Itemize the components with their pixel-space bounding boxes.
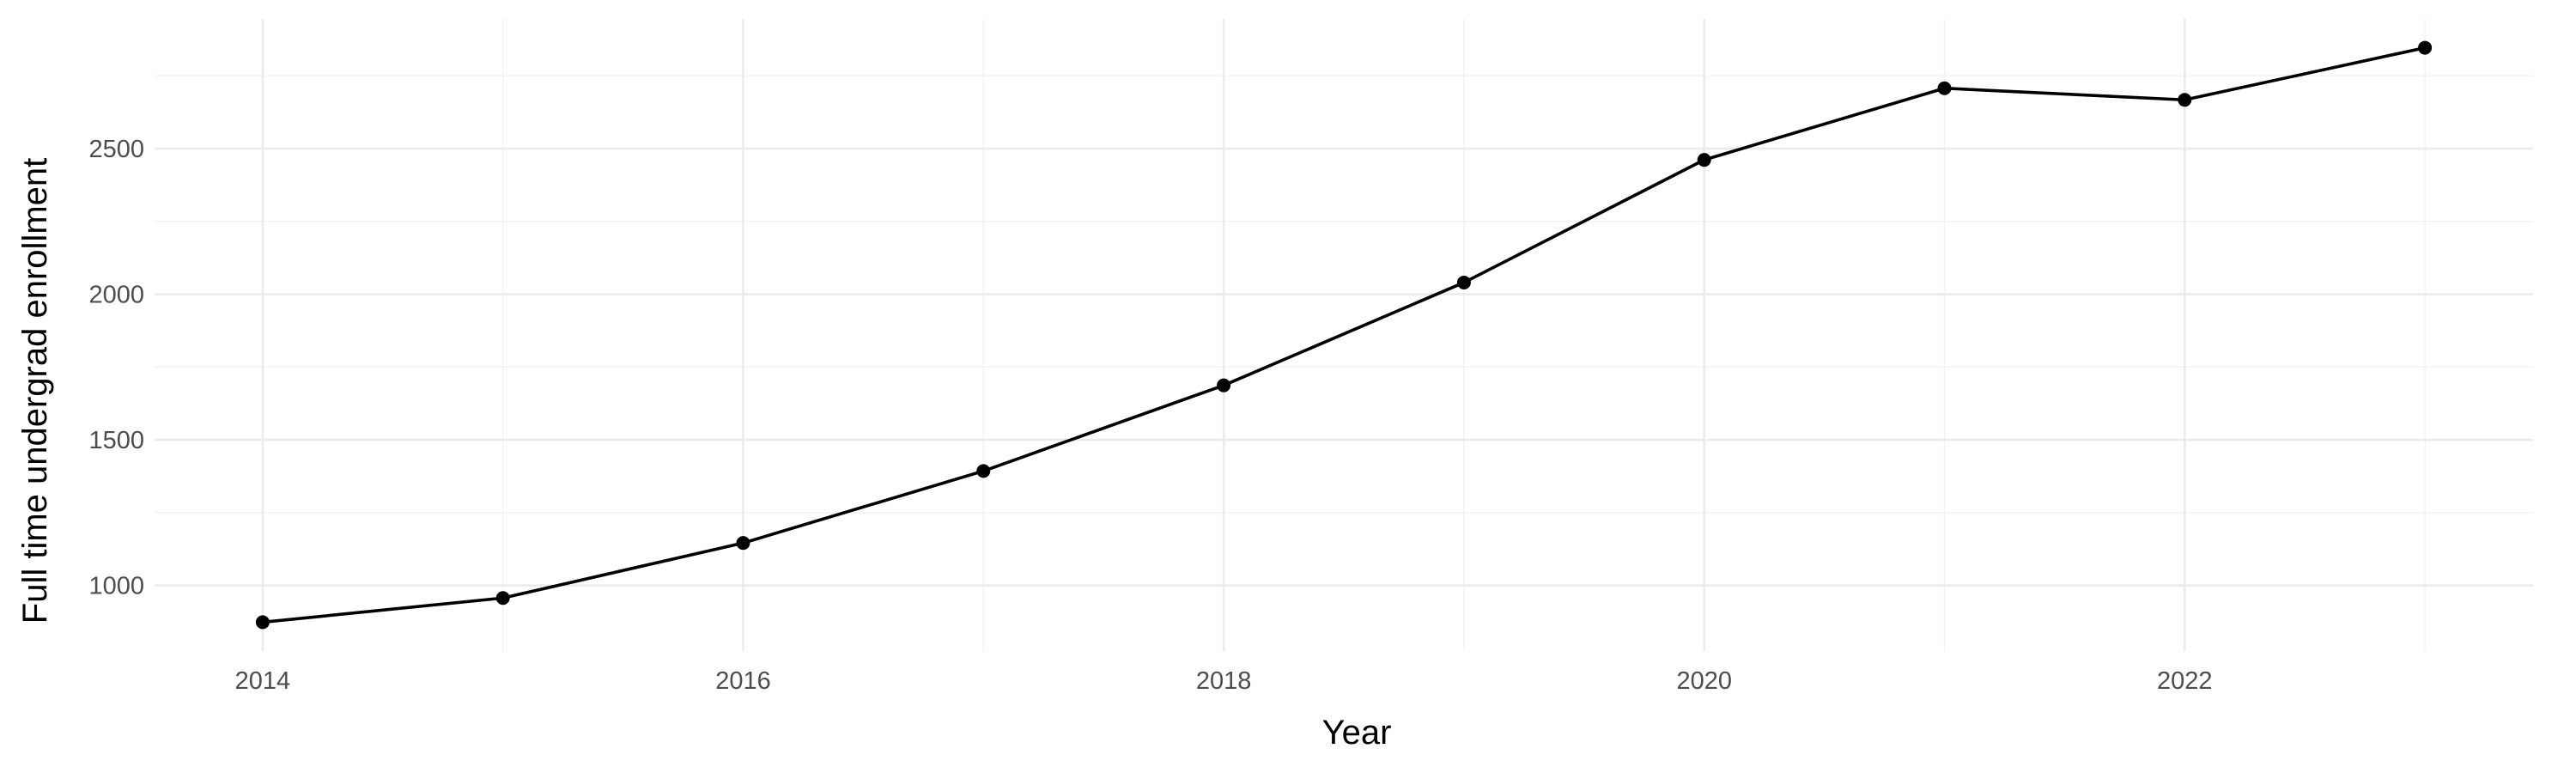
x-tick-label: 2018 [1196,667,1252,695]
data-point [1456,275,1471,289]
data-point [2418,40,2433,55]
data-point [1937,81,1952,95]
x-tick-label: 2020 [1676,667,1732,695]
y-tick-label: 1000 [88,573,144,600]
y-tick-label: 1500 [88,427,144,454]
y-tick-label: 2000 [88,282,144,309]
data-point [255,615,270,630]
grid-layer [155,19,2533,651]
data-point [736,536,750,551]
series-line [261,46,2427,624]
data-point [1697,153,1711,167]
x-tick-label: 2014 [235,667,291,695]
data-point [2178,93,2192,107]
x-tick-label: 2016 [715,667,771,695]
x-axis-title: Year [1322,714,1392,752]
x-tick-label: 2022 [2157,667,2213,695]
data-point [1217,378,1231,393]
y-tick-label: 2500 [88,136,144,163]
data-point [495,591,510,606]
series-layer [255,40,2433,630]
y-axis-title: Full time undergrad enrollment [16,158,54,624]
data-point [976,464,991,478]
tick-labels: 2014 2016 2018 2020 2022 1000 1500 2000 2500 [88,136,2212,695]
